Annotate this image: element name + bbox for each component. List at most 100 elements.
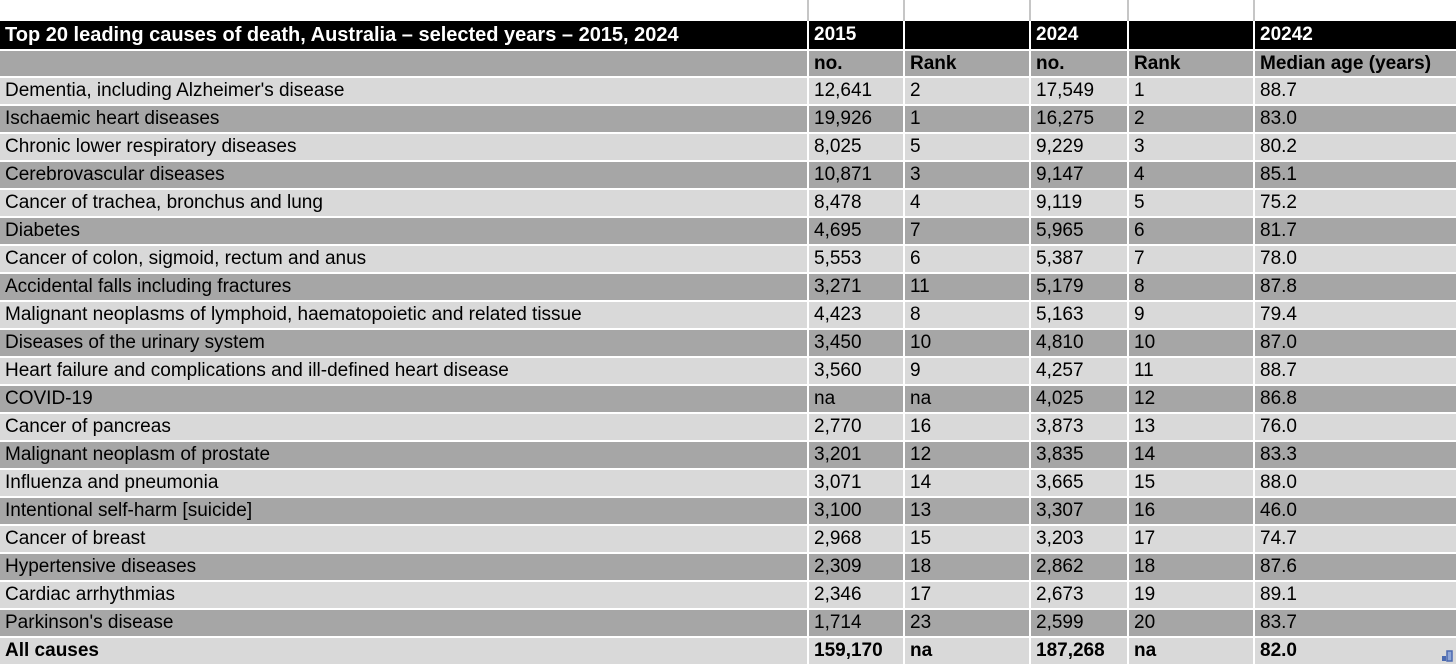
no-2024-cell: 3,835 [1031, 442, 1127, 468]
spacer-cell [905, 21, 1029, 49]
no-2015-cell: 3,100 [809, 498, 903, 524]
rank-2015-cell: 15 [905, 526, 1029, 552]
no-2015-cell: 5,553 [809, 246, 903, 272]
no-2024-header: no. [1031, 51, 1127, 76]
no-2024-cell: 5,387 [1031, 246, 1127, 272]
cause-cell: Ischaemic heart diseases [0, 106, 807, 132]
median-age-cell: 89.1 [1255, 582, 1456, 608]
rank-2015-cell: 16 [905, 414, 1029, 440]
rank-2024-cell: 19 [1129, 582, 1253, 608]
table-title-row: Top 20 leading causes of death, Australi… [0, 21, 1456, 49]
no-2015-cell: 3,450 [809, 330, 903, 356]
median-age-cell: 87.8 [1255, 274, 1456, 300]
median-age-cell: 83.0 [1255, 106, 1456, 132]
rank-2015-header: Rank [905, 51, 1029, 76]
table-row: Cancer of breast 2,968 15 3,203 17 74.7 [0, 526, 1456, 552]
column-header-row: no. Rank no. Rank Median age (years) [0, 51, 1456, 76]
rank-2015-cell: 2 [905, 78, 1029, 104]
table-row: Diseases of the urinary system 3,450 10 … [0, 330, 1456, 356]
no-2024-cell: 5,965 [1031, 218, 1127, 244]
gridline-cell [905, 0, 1029, 21]
no-2015-cell: 10,871 [809, 162, 903, 188]
rank-2015-cell: 1 [905, 106, 1029, 132]
table-row: Diabetes 4,695 7 5,965 6 81.7 [0, 218, 1456, 244]
median-age-cell: 83.3 [1255, 442, 1456, 468]
table-row: Cardiac arrhythmias 2,346 17 2,673 19 89… [0, 582, 1456, 608]
rank-2015-cell: 11 [905, 274, 1029, 300]
cause-cell: Heart failure and complications and ill-… [0, 358, 807, 384]
cause-cell: Cardiac arrhythmias [0, 582, 807, 608]
total-row: All causes 159,170 na 187,268 na 82.0 [0, 638, 1456, 664]
no-2024-cell: 3,873 [1031, 414, 1127, 440]
object-anchor-icon [1441, 649, 1453, 662]
rank-2015-cell: 18 [905, 554, 1029, 580]
total-median-age-cell: 82.0 [1255, 638, 1456, 664]
median-age-cell: 86.8 [1255, 386, 1456, 412]
cause-cell: Hypertensive diseases [0, 554, 807, 580]
no-2024-cell: 4,810 [1031, 330, 1127, 356]
no-2024-cell: 9,119 [1031, 190, 1127, 216]
rank-2024-cell: 4 [1129, 162, 1253, 188]
no-2015-cell: 8,025 [809, 134, 903, 160]
cause-cell: Parkinson's disease [0, 610, 807, 636]
rank-2024-cell: 10 [1129, 330, 1253, 356]
rank-2015-cell: 23 [905, 610, 1029, 636]
no-2015-cell: 4,423 [809, 302, 903, 328]
cause-cell: Chronic lower respiratory diseases [0, 134, 807, 160]
median-age-cell: 88.0 [1255, 470, 1456, 496]
cause-cell: COVID-19 [0, 386, 807, 412]
no-2024-cell: 16,275 [1031, 106, 1127, 132]
table-row: Cancer of trachea, bronchus and lung 8,4… [0, 190, 1456, 216]
median-age-cell: 88.7 [1255, 358, 1456, 384]
gridline-cell [1031, 0, 1127, 21]
row-label-header-cell [0, 51, 807, 76]
rank-2024-header: Rank [1129, 51, 1253, 76]
median-age-cell: 81.7 [1255, 218, 1456, 244]
total-rank-2015-cell: na [905, 638, 1029, 664]
table-row: Cerebrovascular diseases 10,871 3 9,147 … [0, 162, 1456, 188]
table-row: COVID-19 na na 4,025 12 86.8 [0, 386, 1456, 412]
median-age-cell: 75.2 [1255, 190, 1456, 216]
no-2015-cell: 1,714 [809, 610, 903, 636]
table-row: Cancer of colon, sigmoid, rectum and anu… [0, 246, 1456, 272]
rank-2024-cell: 1 [1129, 78, 1253, 104]
year-2015-header: 2015 [809, 21, 903, 49]
rank-2015-cell: 5 [905, 134, 1029, 160]
median-age-cell: 78.0 [1255, 246, 1456, 272]
no-2015-cell: 4,695 [809, 218, 903, 244]
rank-2015-cell: 10 [905, 330, 1029, 356]
no-2015-cell: 19,926 [809, 106, 903, 132]
cause-cell: Intentional self-harm [suicide] [0, 498, 807, 524]
rank-2024-cell: 7 [1129, 246, 1253, 272]
table-row: Hypertensive diseases 2,309 18 2,862 18 … [0, 554, 1456, 580]
rank-2015-cell: 6 [905, 246, 1029, 272]
cause-cell: Malignant neoplasm of prostate [0, 442, 807, 468]
rank-2024-cell: 3 [1129, 134, 1253, 160]
no-2015-cell: 8,478 [809, 190, 903, 216]
table-body: Dementia, including Alzheimer's disease … [0, 78, 1456, 636]
no-2024-cell: 5,163 [1031, 302, 1127, 328]
table-row: Cancer of pancreas 2,770 16 3,873 13 76.… [0, 414, 1456, 440]
rank-2024-cell: 17 [1129, 526, 1253, 552]
no-2015-cell: 3,071 [809, 470, 903, 496]
median-age-cell: 46.0 [1255, 498, 1456, 524]
table-row: Heart failure and complications and ill-… [0, 358, 1456, 384]
no-2015-cell: 2,770 [809, 414, 903, 440]
median-age-cell: 74.7 [1255, 526, 1456, 552]
gridline-cell [0, 0, 807, 21]
no-2024-cell: 2,599 [1031, 610, 1127, 636]
no-2024-cell: 3,307 [1031, 498, 1127, 524]
no-2024-cell: 3,203 [1031, 526, 1127, 552]
rank-2015-cell: 4 [905, 190, 1029, 216]
no-2024-cell: 4,257 [1031, 358, 1127, 384]
rank-2024-cell: 5 [1129, 190, 1253, 216]
no-2015-cell: 3,271 [809, 274, 903, 300]
cause-cell: Diabetes [0, 218, 807, 244]
rank-2024-cell: 20 [1129, 610, 1253, 636]
rank-2015-cell: 13 [905, 498, 1029, 524]
median-age-cell: 76.0 [1255, 414, 1456, 440]
no-2024-cell: 2,673 [1031, 582, 1127, 608]
rank-2015-cell: 12 [905, 442, 1029, 468]
rank-2024-cell: 11 [1129, 358, 1253, 384]
